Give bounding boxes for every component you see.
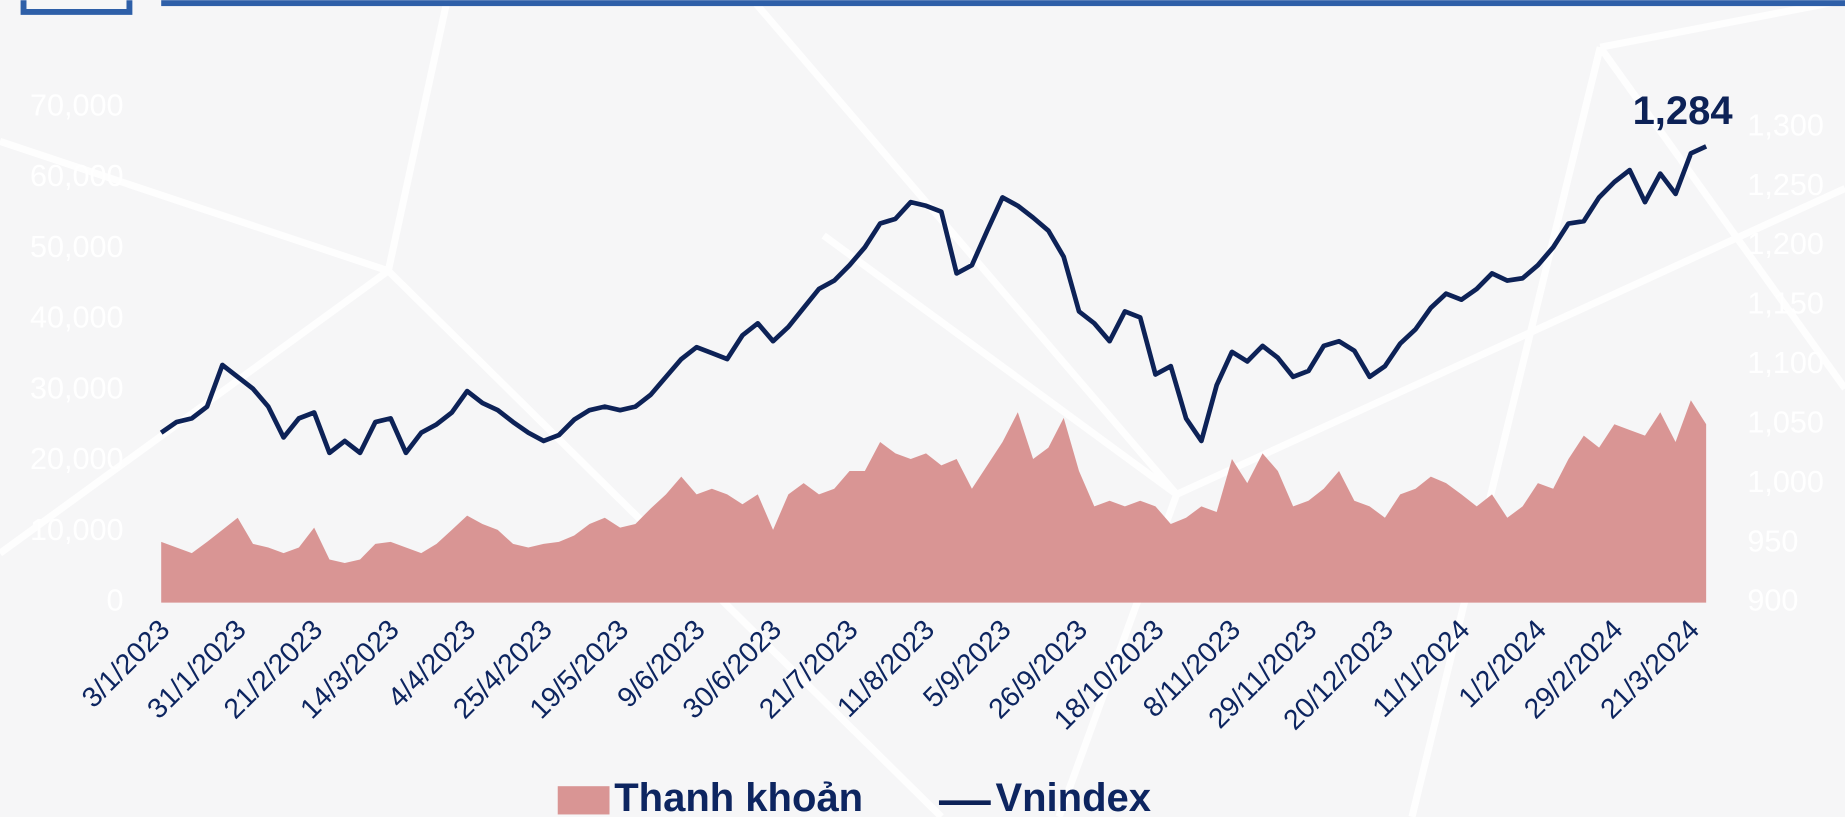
y-tick-label: 0 (107, 584, 124, 618)
y-tick-label: 30,000 (30, 371, 124, 405)
legend-swatch-area (557, 786, 610, 815)
y2-tick-label: 1,150 (1747, 287, 1824, 321)
legend-label: Thanh khoản (614, 776, 863, 817)
y2-tick-label: 1,100 (1747, 346, 1824, 380)
y-tick-label: 50,000 (30, 230, 124, 264)
y2-tick-label: 1,000 (1747, 465, 1824, 499)
y-tick-label: 70,000 (30, 88, 124, 122)
top-bar (161, 0, 1845, 7)
liquidity-area (161, 400, 1707, 603)
y2-tick-label: 1,050 (1747, 405, 1824, 439)
y-tick-label: 40,000 (30, 301, 124, 335)
index-line (159, 144, 1708, 456)
y2-tick-label: 1,250 (1747, 168, 1824, 202)
y-tick-label: 10,000 (30, 513, 124, 547)
y2-tick-label: 1,300 (1747, 108, 1824, 142)
y2-tick-label: 950 (1747, 524, 1798, 558)
legend-label: Vnindex (995, 776, 1151, 817)
y-tick-label: 20,000 (30, 442, 124, 476)
y2-tick-label: 1,200 (1747, 227, 1824, 261)
y2-tick-label: 900 (1747, 584, 1798, 618)
corner-frame (20, 0, 133, 15)
annotation: 1,284 (1633, 89, 1734, 133)
y-tick-label: 60,000 (30, 159, 124, 193)
